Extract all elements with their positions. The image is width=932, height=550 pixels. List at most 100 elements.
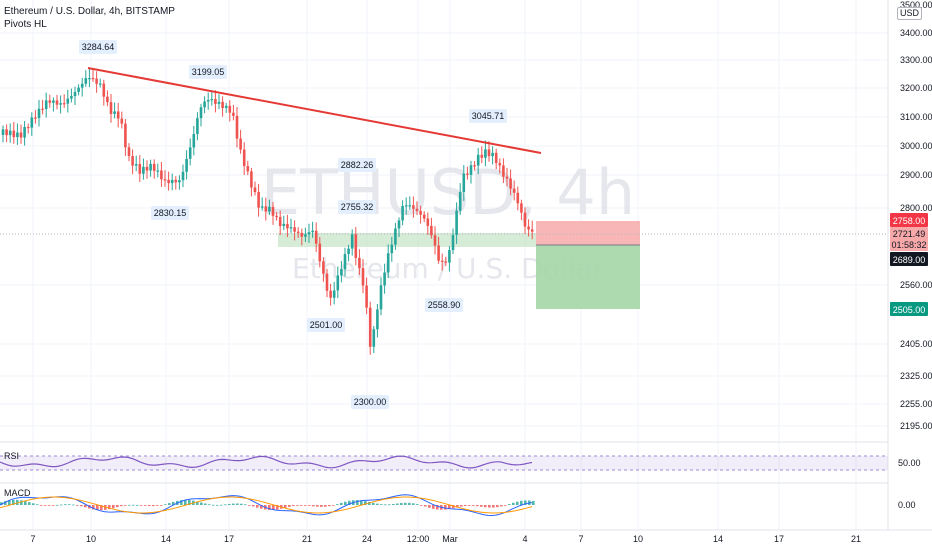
- time-tick-label: 24: [362, 534, 372, 544]
- trendline[interactable]: [87, 67, 542, 154]
- candles: [1, 69, 534, 355]
- candle-body: [221, 101, 224, 108]
- macd-level-label: 0.00: [898, 500, 916, 510]
- candle-body: [12, 130, 16, 138]
- candle-body: [70, 96, 73, 99]
- macd-bar: [504, 505, 507, 506]
- macd-bar: [412, 503, 415, 505]
- macd-bar: [272, 505, 275, 510]
- macd-bar: [20, 500, 23, 505]
- macd-bar: [340, 502, 343, 505]
- candle-body: [152, 163, 156, 171]
- macd-bar: [276, 505, 279, 510]
- candle-body: [109, 102, 113, 114]
- candle-body: [383, 272, 386, 286]
- candle-body: [509, 178, 512, 189]
- candle-body: [26, 126, 30, 129]
- macd-bar: [136, 504, 139, 506]
- symbol-title[interactable]: Ethereum / U.S. Dollar, 4h, BITSTAMP: [4, 6, 175, 17]
- pivot-label: 3199.05: [192, 67, 225, 77]
- macd-bar: [28, 502, 31, 505]
- pivot-label-box: [79, 40, 117, 54]
- macd-bar: [244, 504, 247, 506]
- candle-body: [426, 218, 430, 226]
- candle-body: [48, 100, 52, 103]
- candle-body: [314, 230, 318, 244]
- candle-body: [253, 187, 257, 193]
- macd-signal-line: [0, 496, 533, 514]
- macd-bar: [316, 505, 319, 507]
- candle-body: [257, 192, 260, 208]
- candle-body: [170, 179, 174, 184]
- time-tick-label: 14: [161, 534, 171, 544]
- macd-bar: [300, 505, 303, 506]
- candle-body: [311, 230, 314, 233]
- candle-body: [282, 223, 286, 227]
- macd-bar: [404, 502, 407, 505]
- time-tick-label: 17: [774, 534, 784, 544]
- macd-bar: [304, 505, 307, 506]
- time-tick-label: 14: [713, 534, 723, 544]
- macd-bar: [132, 504, 135, 506]
- candle-body: [448, 250, 451, 263]
- candle-body: [494, 152, 498, 164]
- macd-bar: [428, 505, 431, 508]
- pivot-label: 2501.00: [310, 320, 343, 330]
- last-price-label: 2721.49: [893, 229, 926, 239]
- currency-badge[interactable]: USD: [896, 7, 922, 20]
- macd-bar: [420, 505, 423, 506]
- macd-bar: [72, 504, 75, 506]
- candle-body: [304, 234, 307, 237]
- macd-bar: [4, 501, 7, 505]
- stop-loss-zone[interactable]: [536, 221, 640, 245]
- macd-bar: [140, 505, 143, 506]
- candle-body: [62, 103, 66, 105]
- macd-bar: [0, 502, 3, 505]
- candle-body: [178, 180, 181, 183]
- candle-body: [444, 261, 448, 263]
- candle-body: [264, 206, 268, 212]
- price-tick-label: 2900.00: [900, 170, 932, 180]
- macd-bar: [156, 505, 159, 506]
- macd-bar: [512, 502, 515, 505]
- macd-bar: [36, 504, 39, 506]
- candle-body: [296, 231, 300, 233]
- candle-body: [278, 216, 282, 227]
- candle-body: [268, 206, 271, 212]
- candle-body: [372, 329, 376, 347]
- entry-price-label: 2689.00: [893, 255, 926, 265]
- candle-body: [192, 133, 196, 148]
- price-tick-label: 3400.00: [900, 28, 932, 38]
- candle-body: [516, 192, 520, 204]
- candle-body: [228, 105, 232, 113]
- macd-bar: [308, 505, 311, 506]
- candle-body: [332, 290, 336, 298]
- candle-body: [95, 78, 98, 84]
- macd-bar: [516, 501, 519, 505]
- candle-body: [394, 228, 397, 245]
- macd-bar: [44, 505, 47, 506]
- macd-bar: [180, 500, 183, 505]
- indicator-legend[interactable]: Pivots HL: [4, 19, 47, 30]
- candle-body: [350, 234, 354, 249]
- take-profit-zone[interactable]: [536, 245, 640, 309]
- macd-bar: [256, 505, 259, 508]
- candle-body: [343, 254, 347, 270]
- macd-label: MACD: [4, 488, 31, 498]
- macd-bar: [232, 503, 235, 505]
- candle-body: [196, 118, 199, 134]
- time-tick-label: 10: [633, 534, 643, 544]
- candle-body: [77, 87, 80, 92]
- candle-body: [422, 214, 426, 219]
- pivot-label-box: [338, 200, 376, 214]
- candle-body: [174, 179, 178, 183]
- candle-body: [354, 234, 358, 258]
- time-tick-label: 10: [86, 534, 96, 544]
- candle-body: [401, 206, 404, 221]
- candle-body: [286, 223, 289, 229]
- support-zone: [278, 233, 536, 247]
- macd-bar: [384, 504, 387, 506]
- macd-bar: [32, 503, 35, 505]
- macd-bar: [500, 505, 503, 507]
